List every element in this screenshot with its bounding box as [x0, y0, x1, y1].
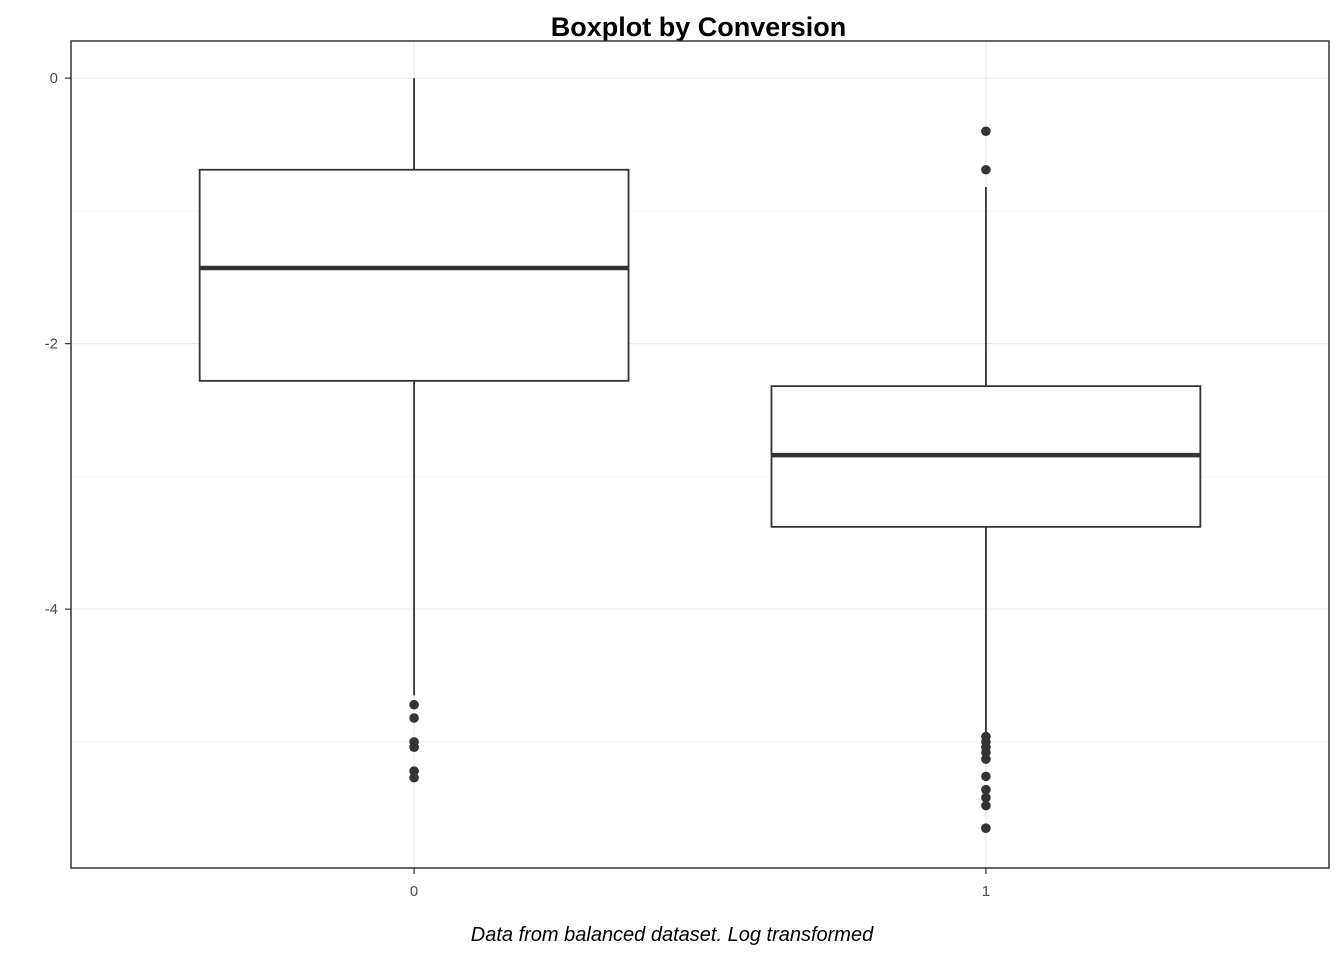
outlier-point — [981, 784, 991, 795]
outlier-point — [981, 792, 991, 803]
box-layer — [198, 78, 1202, 833]
chart-caption: Data from balanced dataset. Log transfor… — [470, 924, 874, 946]
panel-border — [70, 40, 1330, 869]
x-tick-label: 1 — [982, 883, 990, 900]
outlier-point — [981, 164, 991, 175]
axis-layer: 0 -2 -4 0 1 — [45, 70, 990, 900]
outlier-point — [409, 699, 419, 710]
y-tick-label: -2 — [45, 336, 58, 353]
box-iqr — [198, 168, 630, 382]
outlier-point — [409, 766, 419, 776]
outlier-point — [981, 754, 991, 764]
y-tick-label: 0 — [50, 70, 58, 87]
outlier-point — [409, 742, 419, 753]
outlier-point — [981, 800, 991, 811]
box-group-0 — [198, 78, 630, 783]
outlier-point — [409, 772, 419, 783]
outlier-point — [409, 713, 419, 723]
x-tick-label: 0 — [410, 883, 418, 900]
chart-title: Boxplot by Conversion — [550, 12, 847, 42]
outlier-point — [981, 747, 991, 758]
y-tick-label: -4 — [45, 601, 58, 618]
box-group-1 — [770, 126, 1202, 833]
outlier-point — [981, 771, 991, 782]
outlier-point — [981, 823, 991, 833]
outlier-point — [981, 126, 991, 137]
